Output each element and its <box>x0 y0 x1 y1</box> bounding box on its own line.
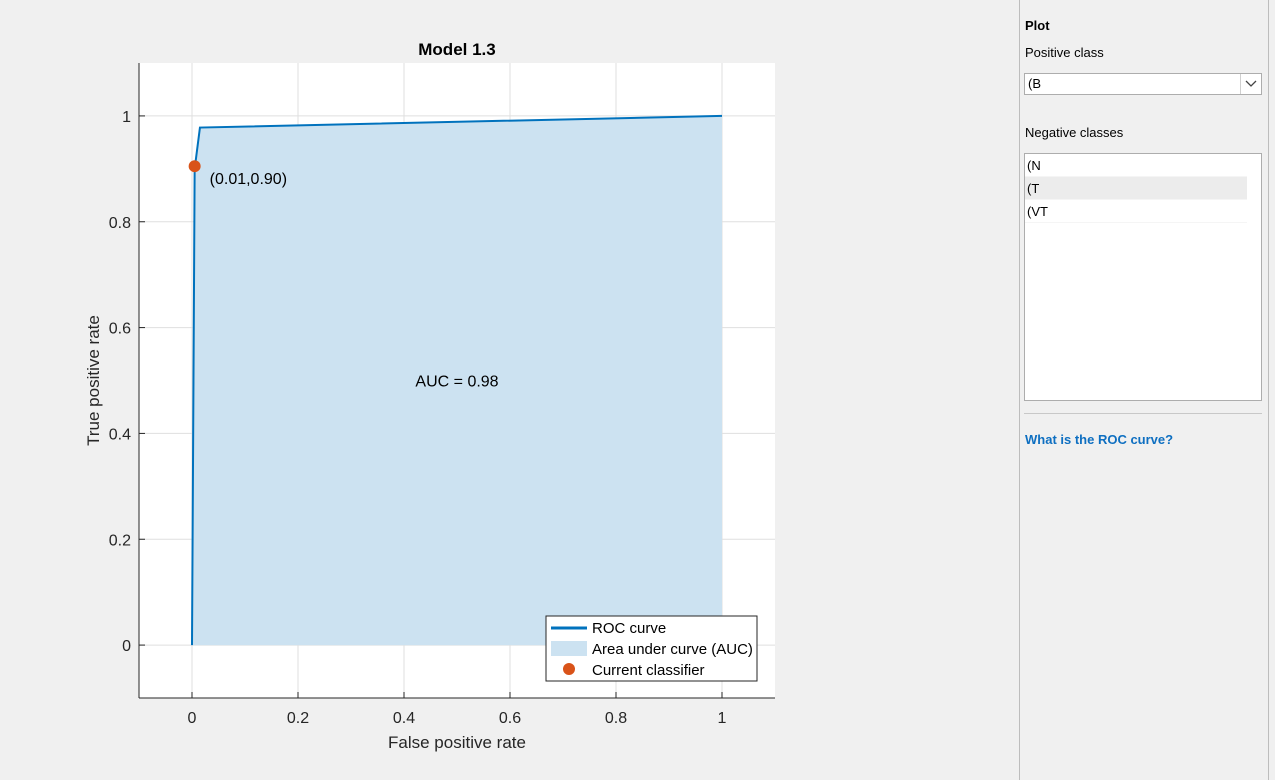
chevron-down-icon[interactable] <box>1240 74 1261 94</box>
x-axis-label: False positive rate <box>388 733 526 752</box>
y-tick-label: 0.6 <box>109 321 131 338</box>
roc-chart: (0.01,0.90) AUC = 0.98 0 0.2 0.4 0.6 0.8 1 0 0.… <box>84 40 775 752</box>
list-item[interactable]: (N <box>1025 154 1247 177</box>
positive-class-dropdown[interactable]: (B <box>1024 73 1262 95</box>
y-axis-label: True positive rate <box>84 315 103 446</box>
y-tick-label: 0.4 <box>109 426 131 443</box>
x-tick-label: 1 <box>718 710 727 727</box>
tick-labels: 0 0.2 0.4 0.6 0.8 1 0 0.2 0.4 0.6 0.8 1 <box>109 109 727 727</box>
axes <box>138 63 775 699</box>
auc-area <box>192 115 722 646</box>
roc-help-link[interactable]: What is the ROC curve? <box>1025 432 1174 447</box>
x-tick-label: 0 <box>188 710 197 727</box>
current-classifier-label: (0.01,0.90) <box>210 171 287 188</box>
negative-classes-list[interactable]: (N (T (VT <box>1024 153 1262 401</box>
x-tick-label: 0.6 <box>499 710 521 727</box>
y-tick-label: 1 <box>122 109 131 126</box>
plot-options-panel: Plot Positive class (B Negative classes … <box>1019 0 1269 780</box>
divider <box>1024 413 1262 414</box>
panel-title: Plot <box>1025 18 1050 33</box>
legend-classifier-swatch <box>563 663 575 675</box>
x-tick-label: 0.2 <box>287 710 309 727</box>
x-tick-label: 0.4 <box>393 710 415 727</box>
negative-classes-label: Negative classes <box>1025 125 1124 140</box>
list-item[interactable]: (VT <box>1025 200 1247 223</box>
legend-entry-roc: ROC curve <box>592 620 666 637</box>
y-tick-label: 0.2 <box>109 532 131 549</box>
current-classifier-marker <box>188 160 201 173</box>
legend-entry-classifier: Current classifier <box>592 662 705 679</box>
roc-curve-line <box>191 114 723 646</box>
legend-entry-auc: Area under curve (AUC) <box>592 641 753 658</box>
x-tick-label: 0.8 <box>605 710 627 727</box>
chart-title: Model 1.3 <box>418 40 495 59</box>
auc-label: AUC = 0.98 <box>415 374 498 391</box>
y-tick-label: 0 <box>122 638 131 655</box>
positive-class-value: (B <box>1028 76 1041 91</box>
positive-class-label: Positive class <box>1025 45 1104 60</box>
y-tick-label: 0.8 <box>109 215 131 232</box>
legend-auc-swatch <box>551 641 587 656</box>
legend: ROC curve Area under curve (AUC) Current… <box>545 615 758 682</box>
list-item[interactable]: (T <box>1025 177 1247 200</box>
